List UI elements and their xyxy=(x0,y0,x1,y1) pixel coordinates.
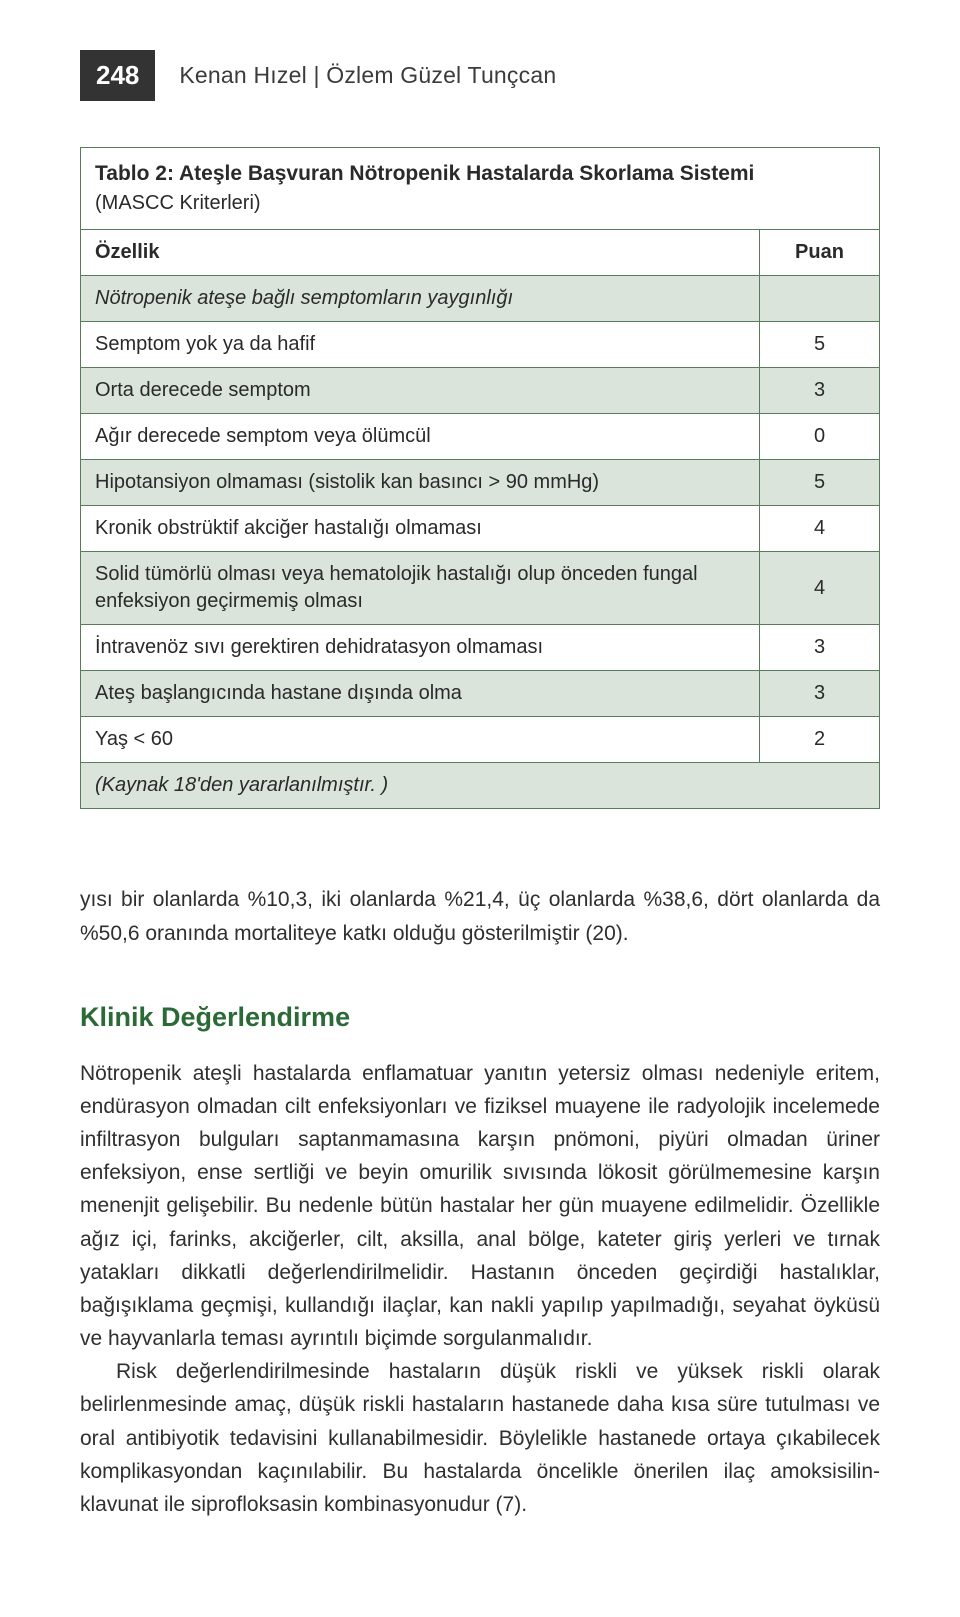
page-header: 248 Kenan Hızel | Özlem Güzel Tunçcan xyxy=(80,50,880,101)
table-row-label: Ateş başlangıcında hastane dışında olma xyxy=(81,671,760,717)
table-source: (Kaynak 18'den yararlanılmıştır. ) xyxy=(81,763,880,809)
table-row-value: 5 xyxy=(760,322,880,368)
section-body: Nötropenik ateşli hastalarda enflamatuar… xyxy=(80,1057,880,1521)
table-row-label: İntravenöz sıvı gerektiren dehidratasyon… xyxy=(81,625,760,671)
lead-paragraph-text: yısı bir olanlarda %10,3, iki olanlarda … xyxy=(80,883,880,949)
table-row-value: 3 xyxy=(760,625,880,671)
table-row-label: Nötropenik ateşe bağlı semptomların yayg… xyxy=(81,276,760,322)
table-row-label: Orta derecede semptom xyxy=(81,368,760,414)
table-row-value: 0 xyxy=(760,414,880,460)
section-p1: Nötropenik ateşli hastalarda enflamatuar… xyxy=(80,1057,880,1356)
table-row-value: 4 xyxy=(760,552,880,625)
table-row-value: 3 xyxy=(760,671,880,717)
section-heading: Klinik Değerlendirme xyxy=(80,1002,880,1033)
table-row-value xyxy=(760,276,880,322)
table-title: Tablo 2: Ateşle Başvuran Nötropenik Hast… xyxy=(81,148,880,191)
table-row-label: Yaş < 60 xyxy=(81,717,760,763)
page-number-badge: 248 xyxy=(80,50,155,101)
authors-text: Kenan Hızel | Özlem Güzel Tunçcan xyxy=(179,62,556,89)
table-row-label: Solid tümörlü olması veya hematolojik ha… xyxy=(81,552,760,625)
table-subtitle: (MASCC Kriterleri) xyxy=(81,190,880,230)
lead-paragraph: yısı bir olanlarda %10,3, iki olanlarda … xyxy=(80,883,880,949)
table-row-value: 3 xyxy=(760,368,880,414)
table-row-label: Ağır derecede semptom veya ölümcül xyxy=(81,414,760,460)
section-p2: Risk değerlendirilmesinde hastaların düş… xyxy=(80,1355,880,1521)
table-col1-header: Özellik xyxy=(81,230,760,276)
table-row-value: 4 xyxy=(760,506,880,552)
table-row-label: Kronik obstrüktif akciğer hastalığı olma… xyxy=(81,506,760,552)
table-row-value: 2 xyxy=(760,717,880,763)
table-row-value: 5 xyxy=(760,460,880,506)
table-col2-header: Puan xyxy=(760,230,880,276)
table-row-label: Semptom yok ya da hafif xyxy=(81,322,760,368)
scoring-table: Tablo 2: Ateşle Başvuran Nötropenik Hast… xyxy=(80,147,880,809)
table-row-label: Hipotansiyon olmaması (sistolik kan bası… xyxy=(81,460,760,506)
